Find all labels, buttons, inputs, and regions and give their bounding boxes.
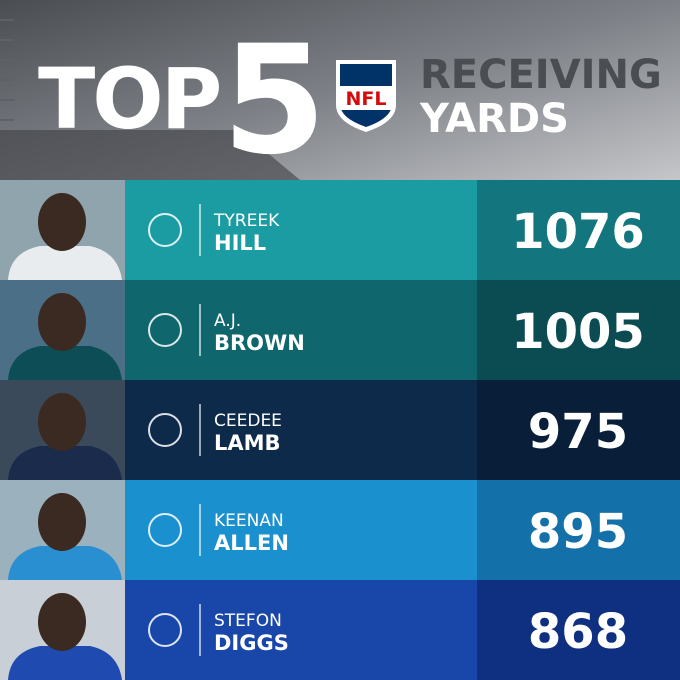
header-number: 5	[222, 14, 326, 188]
first-name: KEENAN	[214, 511, 284, 531]
team-logo	[148, 613, 182, 647]
name-bg	[125, 280, 477, 380]
value-bg	[477, 180, 680, 280]
header-line2: YARDS	[419, 96, 569, 142]
team-logo	[148, 213, 182, 247]
player-head	[38, 593, 86, 651]
player-head	[38, 393, 86, 451]
yards: 868	[528, 604, 628, 660]
header-top: TOP	[38, 50, 220, 148]
header-line1: RECEIVING	[420, 52, 662, 98]
team-logo	[148, 413, 182, 447]
yards: 1005	[511, 304, 645, 360]
team-logo	[148, 513, 182, 547]
yards: 975	[528, 404, 628, 460]
team-logo	[148, 313, 182, 347]
name-bg	[125, 580, 477, 680]
name-bg	[125, 480, 477, 580]
value-bg	[477, 480, 680, 580]
value-bg	[477, 580, 680, 680]
first-name: A.J.	[214, 311, 241, 331]
player-body	[8, 646, 122, 680]
first-name: STEFON	[214, 611, 282, 631]
header-shade	[0, 130, 300, 180]
nfl-logo-text: NFL	[346, 88, 387, 110]
value-bg	[477, 380, 680, 480]
nfl-logo: NFL	[336, 60, 396, 132]
player-head	[38, 293, 86, 351]
first-name: CEEDEE	[214, 411, 282, 431]
player-body	[8, 546, 122, 580]
player-head	[38, 493, 86, 551]
last-name: BROWN	[214, 331, 305, 355]
player-body	[8, 346, 122, 380]
value-bg	[477, 280, 680, 380]
last-name: ALLEN	[214, 531, 289, 555]
yard-marks	[0, 19, 14, 121]
name-bg	[125, 380, 477, 480]
yards: 895	[528, 504, 628, 560]
first-name: TYREEK	[213, 211, 280, 231]
player-head	[38, 193, 86, 251]
row: A.J.BROWN 1005	[0, 280, 680, 380]
yards: 1076	[511, 204, 645, 260]
player-body	[8, 446, 122, 480]
last-name: LAMB	[214, 431, 281, 455]
last-name: DIGGS	[214, 631, 289, 655]
last-name: HILL	[214, 231, 266, 255]
name-bg	[125, 180, 477, 280]
player-body	[8, 246, 122, 280]
